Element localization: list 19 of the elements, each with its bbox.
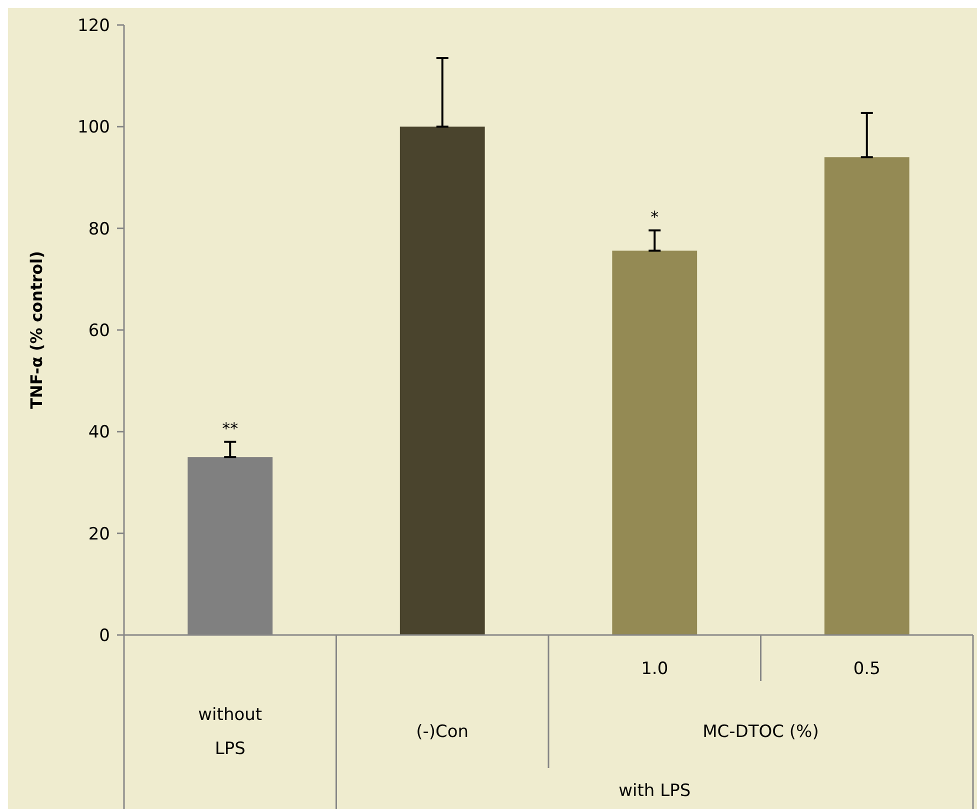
y-axis-title: TNF-α (% control)	[27, 250, 46, 410]
x-tick-label: (-)Con	[416, 722, 469, 742]
text: with LPS	[618, 780, 691, 801]
annotation: *	[650, 207, 659, 226]
y-tick-label: 20	[88, 524, 110, 544]
text: MC-DTOC (%)	[702, 722, 819, 742]
bar	[824, 157, 910, 635]
bar	[400, 126, 485, 635]
bar	[612, 250, 698, 635]
y-tick-label: 120	[78, 16, 110, 36]
y-tick-label: 40	[88, 422, 110, 443]
annotation: **	[222, 418, 238, 438]
x-tick-label: 1.0	[641, 658, 668, 679]
y-tick-label: 0	[99, 626, 110, 646]
x-tick-label: 0.5	[853, 658, 880, 679]
y-tick-label: 60	[88, 320, 110, 341]
y-tick-label: 100	[78, 118, 110, 138]
y-tick-label: 80	[88, 219, 110, 240]
x-tick-label: without LPS	[198, 704, 262, 759]
